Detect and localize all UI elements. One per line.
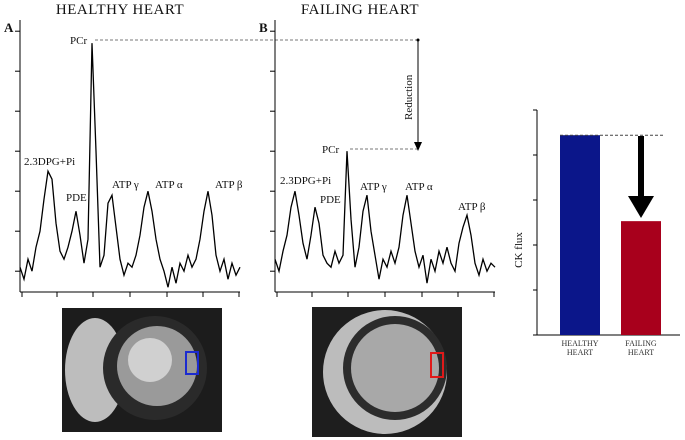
peak-label: 2.3DPG+Pi	[24, 156, 75, 168]
x-tick-label: HEALTHY HEART	[561, 339, 599, 357]
peak-label: ATP α	[405, 181, 433, 193]
mri-image	[312, 307, 462, 437]
annotation: Reduction	[403, 74, 415, 120]
x-tick-label: FAILING HEART	[625, 339, 657, 357]
peak-label: PCr	[70, 35, 87, 47]
y-axis-label: CK flux	[513, 232, 525, 268]
peak-label: ATP γ	[112, 179, 139, 191]
panel-title: HEALTHY HEART	[56, 2, 184, 18]
peak-label: ATP γ	[360, 181, 387, 193]
mri-image	[62, 308, 222, 432]
arrow-head	[414, 142, 422, 151]
peak-label: PDE	[320, 194, 341, 206]
peak-label: ATP α	[155, 179, 183, 191]
spectrum-line	[19, 43, 241, 288]
panel-label: A	[4, 20, 14, 35]
peak-label: ATP β	[458, 201, 486, 213]
bar	[621, 221, 661, 335]
bar	[560, 135, 600, 335]
panel-title: FAILING HEART	[301, 2, 419, 18]
peak-label: PDE	[66, 192, 87, 204]
peak-label: PCr	[322, 144, 339, 156]
peak-label: 2.3DPG+Pi	[280, 175, 331, 187]
panel-label: B	[259, 20, 268, 35]
arrow-head	[628, 196, 654, 218]
peak-label: ATP β	[215, 179, 243, 191]
spectrum-line	[274, 151, 496, 284]
